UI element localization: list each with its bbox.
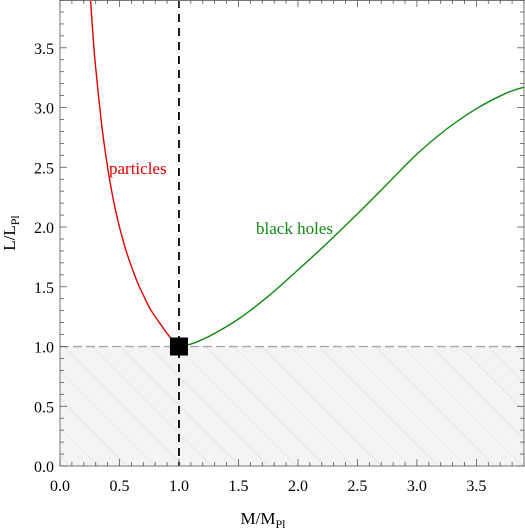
y-tick-label: 3.5	[34, 41, 54, 58]
x-tick-label: 3.5	[466, 478, 486, 495]
y-axis-title: L/LPl	[0, 215, 22, 251]
curves-group	[89, 0, 524, 348]
y-tick-label: 1.5	[34, 280, 54, 297]
x-axis-title-main: M/M	[241, 509, 276, 528]
annotation-particles: particles	[109, 159, 167, 178]
y-tick-label: 0.0	[34, 459, 54, 476]
annotation-black-holes: black holes	[256, 219, 333, 238]
x-axis-title-sub: Pl	[275, 517, 286, 530]
y-tick-label: 2.5	[34, 160, 54, 177]
x-tick-label: 3.0	[407, 478, 427, 495]
reference-lines-group	[60, 0, 524, 466]
y-axis-title-main: L/L	[0, 225, 19, 251]
x-tick-label: 1.0	[169, 478, 189, 495]
x-tick-label: 2.5	[347, 478, 367, 495]
y-tick-label: 1.0	[34, 340, 54, 357]
x-tick-label: 2.0	[288, 478, 308, 495]
ticks-group	[59, 0, 525, 467]
y-axis-title-sub: Pl	[8, 215, 22, 226]
shaded-region-group	[60, 346, 524, 466]
planck-point-marker	[169, 337, 188, 356]
plot-frame-group	[59, 0, 525, 467]
marker-group	[169, 337, 188, 356]
y-tick-label: 3.0	[34, 101, 54, 118]
tick-labels-group: 0.0 0.5 1.0 1.5 2.0 2.5 3.0 3.5 0.0 0.5 1.0 1.5 2.0 2…	[34, 41, 486, 495]
y-tick-label: 0.5	[34, 399, 54, 416]
series-line-particles	[89, 0, 180, 347]
x-tick-label: 0.0	[50, 478, 70, 495]
y-tick-label: 2.0	[34, 220, 54, 237]
x-axis-title: M/MPl	[241, 509, 287, 530]
shaded-region-hatch	[60, 346, 524, 466]
x-tick-label: 0.5	[109, 478, 129, 495]
series-line-black-holes	[178, 86, 524, 348]
plot-frame	[59, 0, 525, 467]
x-tick-label: 1.5	[228, 478, 248, 495]
